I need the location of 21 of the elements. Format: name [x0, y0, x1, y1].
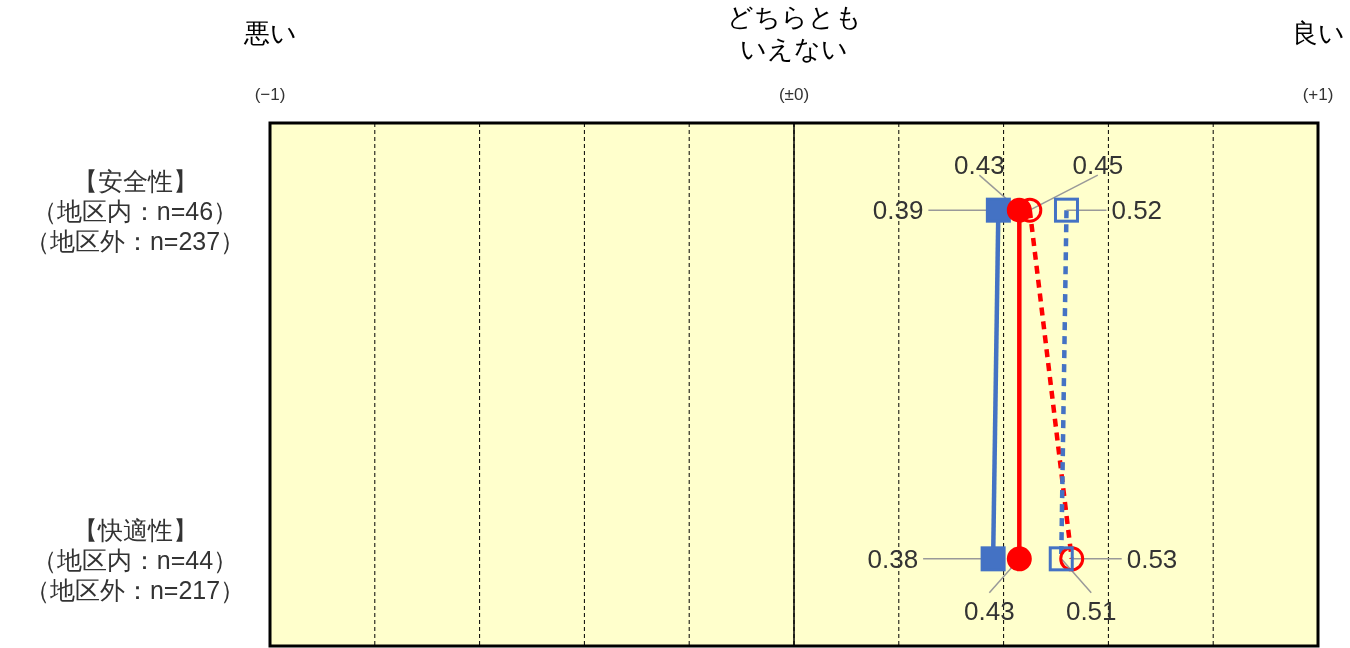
data-label: 0.43: [964, 595, 1015, 626]
text: 良い: [1291, 18, 1345, 48]
x-tick-label: (+1): [1302, 85, 1334, 104]
text: 悪い: [242, 18, 297, 48]
data-label: 0.38: [867, 543, 919, 574]
point: [980, 546, 1006, 572]
data-label: 0.43: [954, 150, 1005, 181]
text: どちらともいえない: [726, 2, 862, 64]
point: [1053, 197, 1079, 223]
x-tick-label: (±0): [778, 85, 810, 104]
point: [985, 197, 1011, 223]
y-tick-label: 【安全性】（地区内：n=46）（地区外：n=237）: [24, 167, 246, 256]
data-label: 0.52: [1111, 195, 1163, 226]
data-label: 0.39: [872, 195, 924, 226]
y-tick-label: 【快適性】（地区内：n=44）（地区外：n=217）: [24, 515, 246, 604]
point: [1006, 546, 1032, 572]
x-tick-label: (−1): [254, 85, 286, 104]
data-label: 0.53: [1126, 543, 1178, 574]
point: [1048, 546, 1074, 572]
data-label: 0.51: [1065, 595, 1117, 626]
data-label: 0.45: [1072, 150, 1124, 181]
